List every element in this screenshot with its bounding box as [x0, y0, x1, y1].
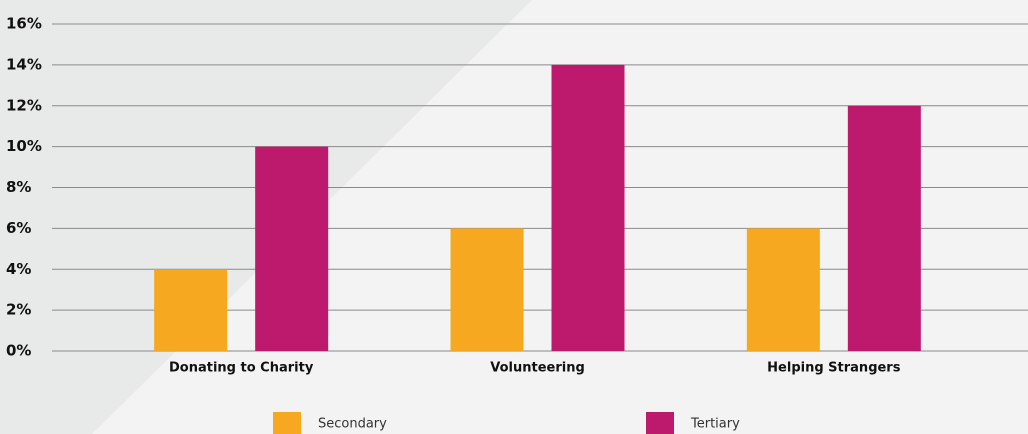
legend-swatch: [273, 412, 301, 434]
bar: [255, 146, 329, 351]
legend-label: Secondary: [318, 417, 387, 432]
y-tick-label: 6%: [6, 219, 31, 237]
y-tick-label: 16%: [6, 15, 42, 33]
bar: [847, 105, 921, 351]
bar: [746, 228, 820, 351]
legend-label: Tertiary: [690, 417, 740, 432]
x-tick-label: Volunteering: [490, 361, 585, 376]
x-tick-label: Helping Strangers: [767, 361, 901, 376]
bar: [450, 228, 524, 351]
y-tick-label: 14%: [6, 55, 42, 73]
y-tick-label: 0%: [6, 342, 31, 360]
bar: [551, 64, 625, 351]
bar: [154, 269, 228, 351]
y-tick-label: 4%: [6, 260, 31, 278]
y-tick-label: 2%: [6, 301, 31, 319]
y-tick-label: 12%: [6, 96, 42, 114]
legend-swatch: [646, 412, 674, 434]
x-tick-label: Donating to Charity: [169, 361, 314, 376]
y-tick-label: 10%: [6, 137, 42, 155]
y-tick-label: 8%: [6, 178, 31, 196]
